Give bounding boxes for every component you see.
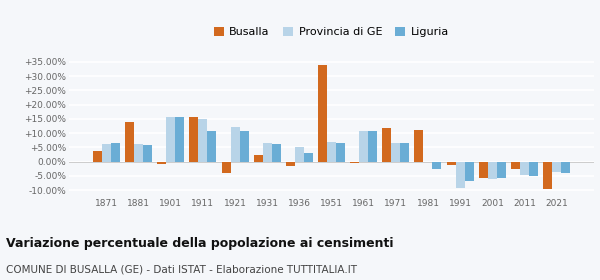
Bar xyxy=(111,143,120,162)
Bar xyxy=(327,142,336,162)
Bar xyxy=(433,162,442,169)
Bar xyxy=(286,162,295,166)
Bar xyxy=(221,162,230,173)
Bar xyxy=(415,130,424,162)
Bar xyxy=(520,162,529,174)
Bar xyxy=(254,155,263,162)
Bar xyxy=(318,65,327,162)
Bar xyxy=(511,162,520,169)
Text: Variazione percentuale della popolazione ai censimenti: Variazione percentuale della popolazione… xyxy=(6,237,394,249)
Legend: Busalla, Provincia di GE, Liguria: Busalla, Provincia di GE, Liguria xyxy=(209,22,454,42)
Bar xyxy=(455,162,464,188)
Bar xyxy=(263,143,272,162)
Bar xyxy=(143,145,152,162)
Bar xyxy=(102,144,111,162)
Bar xyxy=(157,162,166,164)
Bar xyxy=(368,131,377,162)
Bar xyxy=(350,162,359,163)
Bar xyxy=(166,116,175,162)
Bar xyxy=(134,144,143,162)
Bar xyxy=(479,162,488,178)
Bar xyxy=(230,127,239,162)
Bar xyxy=(190,116,199,162)
Bar xyxy=(208,131,217,162)
Bar xyxy=(497,162,506,178)
Bar xyxy=(304,153,313,162)
Bar xyxy=(529,162,538,176)
Bar xyxy=(543,162,552,189)
Bar xyxy=(295,146,304,162)
Bar xyxy=(382,128,391,162)
Bar xyxy=(272,144,281,162)
Bar xyxy=(336,143,345,162)
Bar xyxy=(446,162,455,165)
Text: COMUNE DI BUSALLA (GE) - Dati ISTAT - Elaborazione TUTTITALIA.IT: COMUNE DI BUSALLA (GE) - Dati ISTAT - El… xyxy=(6,265,357,275)
Bar xyxy=(239,131,248,162)
Bar xyxy=(199,120,208,162)
Bar xyxy=(464,162,473,181)
Bar xyxy=(552,162,561,172)
Bar xyxy=(391,143,400,162)
Bar xyxy=(93,151,102,162)
Bar xyxy=(488,162,497,179)
Bar xyxy=(561,162,570,173)
Bar xyxy=(359,131,368,162)
Bar xyxy=(400,143,409,162)
Bar xyxy=(125,122,134,162)
Bar xyxy=(175,116,184,162)
